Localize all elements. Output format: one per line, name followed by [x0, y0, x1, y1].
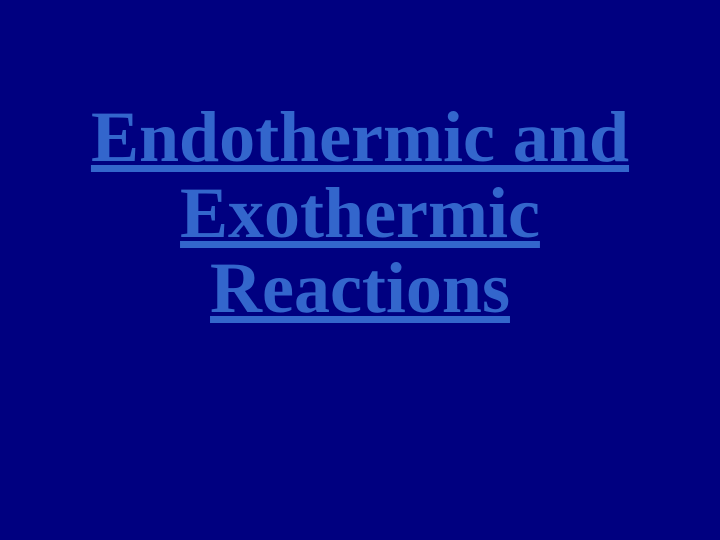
title-line-3: Reactions — [210, 248, 510, 328]
title-line-2: Exothermic — [180, 173, 540, 253]
title-line-1: Endothermic and — [91, 97, 629, 177]
slide-title: Endothermic and Exothermic Reactions — [91, 100, 629, 327]
